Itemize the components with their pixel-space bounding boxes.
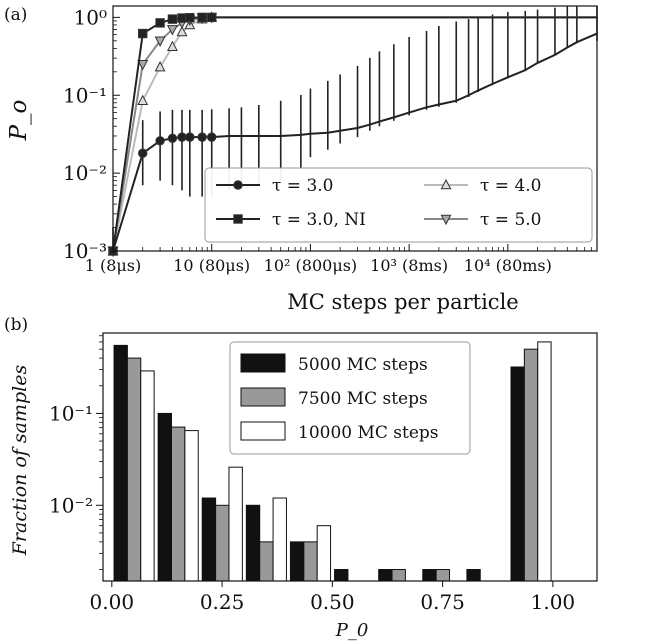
- bar-1-7: [435, 569, 451, 582]
- bar-0-0: [113, 344, 128, 582]
- b-ytick-label-0: 10⁻²: [49, 493, 93, 517]
- marker-0-1: [138, 148, 148, 158]
- marker-1-3: [167, 14, 178, 24]
- a-xtick-label-1: 10 (80μs): [173, 256, 250, 275]
- panel-b-legend: 5000 MC steps 7500 MC steps 10000 MC steps: [229, 341, 471, 455]
- b-xtick-label-0: 0.00: [90, 590, 135, 614]
- bar-0-1: [157, 412, 172, 582]
- marker-0-3: [167, 133, 178, 144]
- bar-2-1: [184, 430, 199, 582]
- bar-0-4: [289, 541, 305, 582]
- bar-1-9: [523, 348, 539, 582]
- bar-1-2: [215, 504, 230, 582]
- b-ytick-label-1: 10⁻¹: [49, 401, 93, 425]
- b-xtick-label-3: 0.75: [420, 590, 465, 614]
- b-legend-label-2: 10000 MC steps: [298, 423, 439, 443]
- a-legend-label-2: τ = 4.0: [480, 176, 542, 196]
- bar-0-8: [466, 569, 481, 582]
- marker-2-4: [176, 25, 188, 37]
- a-ytick-label-0: 10⁻³: [63, 239, 107, 263]
- a-legend-marker-3: [440, 214, 452, 226]
- panel-b-x-axis-label: P_0: [335, 620, 369, 641]
- a-legend-label-0: τ = 3.0: [272, 176, 334, 196]
- bar-0-7: [422, 569, 437, 582]
- panel-b-axes-frame: [102, 332, 598, 582]
- marker-0-6: [197, 132, 207, 142]
- panel-b: 0.00 0.25 0.50 0.75 1.00 10⁻² 10⁻¹ P_0 Fractio…: [9, 332, 598, 641]
- marker-0-7: [207, 132, 217, 142]
- b-legend-label-0: 5000 MC steps: [298, 355, 428, 375]
- marker-2-3: [166, 40, 178, 51]
- bar-2-0: [140, 370, 155, 582]
- marker-1-6: [197, 12, 207, 23]
- bar-2-4: [316, 525, 332, 582]
- marker-2-1: [137, 94, 149, 106]
- bar-0-2: [201, 497, 217, 582]
- panel-b-y-axis-label: Fraction of samples: [9, 365, 31, 557]
- marker-3-1: [137, 59, 149, 71]
- panel-a-y-axis-label: P_o: [6, 100, 32, 142]
- a-legend-marker-1: [233, 214, 243, 224]
- marker-3-3: [166, 25, 178, 36]
- panel-a-axes-frame: [112, 5, 598, 252]
- b-legend-label-1: 7500 MC steps: [298, 389, 428, 409]
- marker-1-1: [138, 28, 148, 39]
- marker-2-2: [154, 60, 166, 72]
- bar-2-2: [228, 466, 243, 582]
- b-xtick-label-4: 1.00: [531, 590, 576, 614]
- bar-0-5: [334, 569, 349, 582]
- a-legend-marker-0: [233, 180, 243, 190]
- a-legend-box: [204, 167, 593, 243]
- bar-2-3: [272, 497, 287, 582]
- bar-1-3: [259, 541, 274, 582]
- bar-1-0: [126, 357, 142, 582]
- bar-2-9: [537, 341, 552, 582]
- a-legend-label-1: τ = 3.0, NI: [272, 210, 366, 230]
- b-legend-box: [229, 341, 471, 455]
- marker-3-2: [154, 36, 166, 47]
- series-line-0: [112, 32, 598, 252]
- panel-a: 10⁻³ 10⁻² 10⁻¹ 10⁰ 1 (8μs) 10 (80μs) 10² (800μ…: [6, 5, 598, 314]
- a-ytick-label-2: 10⁻¹: [63, 83, 107, 107]
- b-legend-swatch-0: [240, 353, 286, 373]
- marker-1-4: [177, 13, 187, 23]
- marker-0-4: [177, 132, 187, 142]
- b-xtick-label-1: 0.25: [200, 590, 245, 614]
- a-xtick-label-0: 1 (8μs): [85, 256, 142, 275]
- panel-a-ticks: 10⁻³ 10⁻² 10⁻¹ 10⁰ 1 (8μs) 10 (80μs) 10² (800μ…: [63, 5, 598, 275]
- marker-1-5: [185, 13, 195, 23]
- marker-0-5: [185, 132, 195, 142]
- bar-1-4: [303, 541, 318, 582]
- panel-a-x-axis-label: MC steps per particle: [287, 290, 518, 314]
- panel-a-legend: τ = 3.0 τ = 3.0, NI τ = 4.0 τ = 5.0: [204, 167, 593, 243]
- b-legend-swatch-2: [240, 421, 286, 441]
- a-ytick-label-3: 10⁰: [74, 5, 107, 29]
- marker-1-2: [155, 18, 165, 28]
- panel-b-label: (b): [4, 315, 28, 335]
- bar-1-6: [391, 569, 406, 582]
- bar-0-3: [245, 504, 261, 582]
- panel-a-errorbars: [112, 6, 598, 251]
- bar-0-6: [378, 569, 393, 582]
- a-ytick-label-1: 10⁻²: [63, 161, 107, 185]
- a-xtick-label-4: 10⁴ (80ms): [464, 256, 552, 275]
- b-legend-swatch-1: [240, 387, 286, 407]
- marker-1-7: [207, 12, 217, 23]
- a-xtick-label-3: 10³ (8ms): [370, 256, 448, 275]
- b-xtick-label-2: 0.50: [310, 590, 355, 614]
- bar-1-1: [170, 426, 186, 582]
- a-legend-label-3: τ = 5.0: [480, 210, 542, 230]
- a-xtick-label-2: 10² (800μs): [264, 256, 358, 275]
- panel-a-label: (a): [4, 5, 27, 25]
- bar-0-9: [510, 366, 525, 582]
- panel-b-ticks: 0.00 0.25 0.50 0.75 1.00 10⁻² 10⁻¹: [49, 335, 576, 614]
- marker-0-2: [155, 136, 165, 146]
- a-legend-marker-2: [440, 178, 452, 190]
